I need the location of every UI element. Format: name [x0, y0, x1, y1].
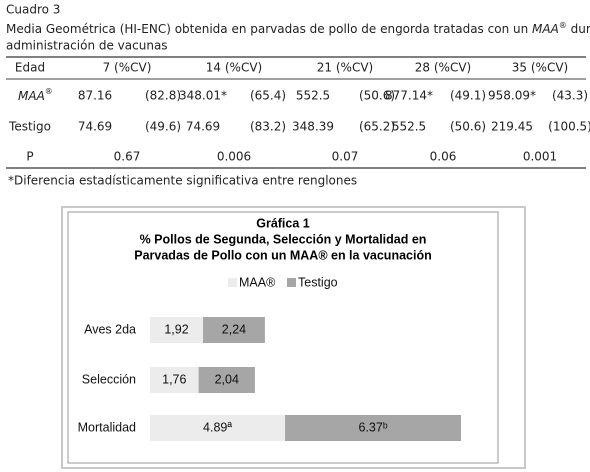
table-header: 21 (%CV): [317, 61, 373, 75]
chart-title: Parvadas de Pollo con un MAA® en la vacu…: [134, 248, 431, 262]
table-cell: (50.6): [450, 120, 486, 134]
table-cell: 0.67: [114, 150, 141, 164]
table-cell: 219.45: [491, 120, 533, 134]
table-cell: (49.6): [145, 120, 181, 134]
table-cell: (100.5): [548, 120, 590, 134]
table-cell: (65.4): [250, 89, 286, 103]
chart-title: % Pollos de Segunda, Selección y Mortali…: [140, 232, 427, 246]
caption: administración de vacunas: [6, 39, 168, 53]
value-label: 4.89ª: [203, 420, 232, 434]
table-cell: 348.01*: [179, 89, 227, 103]
legend-label: Testigo: [298, 275, 338, 289]
row-label-mark: ®: [45, 87, 53, 96]
table-header: 7 (%CV): [103, 61, 152, 75]
bar: [285, 415, 461, 441]
bar: [198, 367, 255, 393]
bar: [150, 415, 286, 441]
table-cell: 74.69: [78, 120, 112, 134]
doc-label: Cuadro 3: [6, 3, 60, 17]
value-label: 1,76: [162, 372, 186, 386]
table-cell: (50.6): [359, 89, 395, 103]
value-label: 6.37ᵇ: [359, 420, 388, 434]
chart-title: Gráfica 1: [256, 216, 310, 230]
category-label: Mortalidad: [78, 420, 136, 434]
table-cell: 552.5: [296, 89, 330, 103]
table-cell: (83.2): [250, 120, 286, 134]
table-cell: 0.07: [332, 150, 359, 164]
footnote: *Diferencia estadísticamente significati…: [8, 174, 357, 188]
table-cell: (49.1): [450, 89, 486, 103]
row-label: Testigo: [8, 120, 51, 134]
table-header: Edad: [15, 61, 45, 75]
caption: Media Geométrica (HI-ENC) obtenida en pa…: [6, 21, 590, 36]
table-header: 28 (%CV): [415, 61, 471, 75]
table-header: 14 (%CV): [206, 61, 262, 75]
table-cell: 87.16: [78, 89, 112, 103]
table-cell: 348.39: [292, 120, 334, 134]
table-cell: 877.14*: [385, 89, 433, 103]
table-header: 35 (%CV): [512, 61, 568, 75]
table-cell: 0.006: [217, 150, 251, 164]
category-label: Selección: [82, 372, 136, 386]
value-label: 2,24: [222, 322, 246, 336]
table-cell: 552.5: [392, 120, 426, 134]
bar: [203, 317, 265, 343]
bar: [150, 367, 199, 393]
row-label-text: MAA: [18, 89, 45, 103]
row-label: MAA®: [18, 87, 53, 103]
value-label: 2,04: [215, 372, 239, 386]
legend-swatch: [228, 278, 237, 287]
row-label: P: [26, 150, 33, 164]
legend-swatch: [287, 278, 296, 287]
table-cell: (82.8): [145, 89, 181, 103]
table-cell: 958.09*: [488, 89, 536, 103]
table-cell: 74.69: [186, 120, 220, 134]
value-label: 1,92: [164, 322, 188, 336]
legend-label: MAA®: [239, 275, 276, 289]
category-label: Aves 2da: [84, 322, 136, 336]
table-cell: 0.001: [523, 150, 557, 164]
table-cell: (65.2): [359, 120, 395, 134]
table-cell: (43.3): [552, 89, 588, 103]
table-cell: 0.06: [430, 150, 457, 164]
bar: [150, 317, 204, 343]
